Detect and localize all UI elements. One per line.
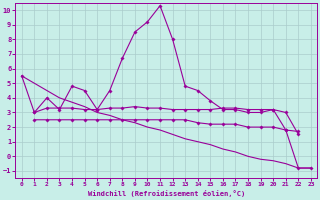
X-axis label: Windchill (Refroidissement éolien,°C): Windchill (Refroidissement éolien,°C) bbox=[88, 190, 245, 197]
